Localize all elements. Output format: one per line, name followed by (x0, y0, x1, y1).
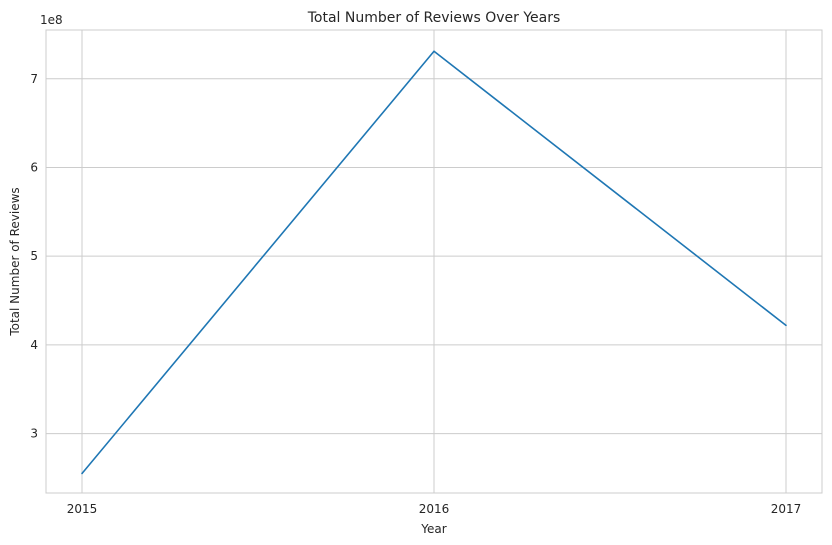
y-tick-label: 5 (30, 249, 38, 263)
y-tick-label: 3 (30, 427, 38, 441)
grid-layer (46, 30, 822, 493)
x-tick-label: 2016 (419, 502, 450, 516)
y-offset-label: 1e8 (40, 13, 63, 27)
y-axis-label: Total Number of Reviews (8, 187, 22, 336)
chart-title: Total Number of Reviews Over Years (307, 10, 561, 26)
data-point (785, 324, 787, 327)
plot-frame (45, 29, 823, 494)
y-tick-label: 7 (30, 72, 38, 86)
x-tick-label: 2017 (771, 502, 802, 516)
x-axis-label: Year (420, 522, 446, 536)
data-point (433, 50, 435, 53)
ticks-layer: 2015 2016 2017 3 4 5 6 7 (30, 72, 801, 516)
y-tick-label: 4 (30, 338, 38, 352)
data-layer (81, 50, 787, 475)
x-tick-label: 2015 (67, 502, 98, 516)
y-tick-label: 6 (30, 160, 38, 174)
data-point (81, 472, 83, 475)
